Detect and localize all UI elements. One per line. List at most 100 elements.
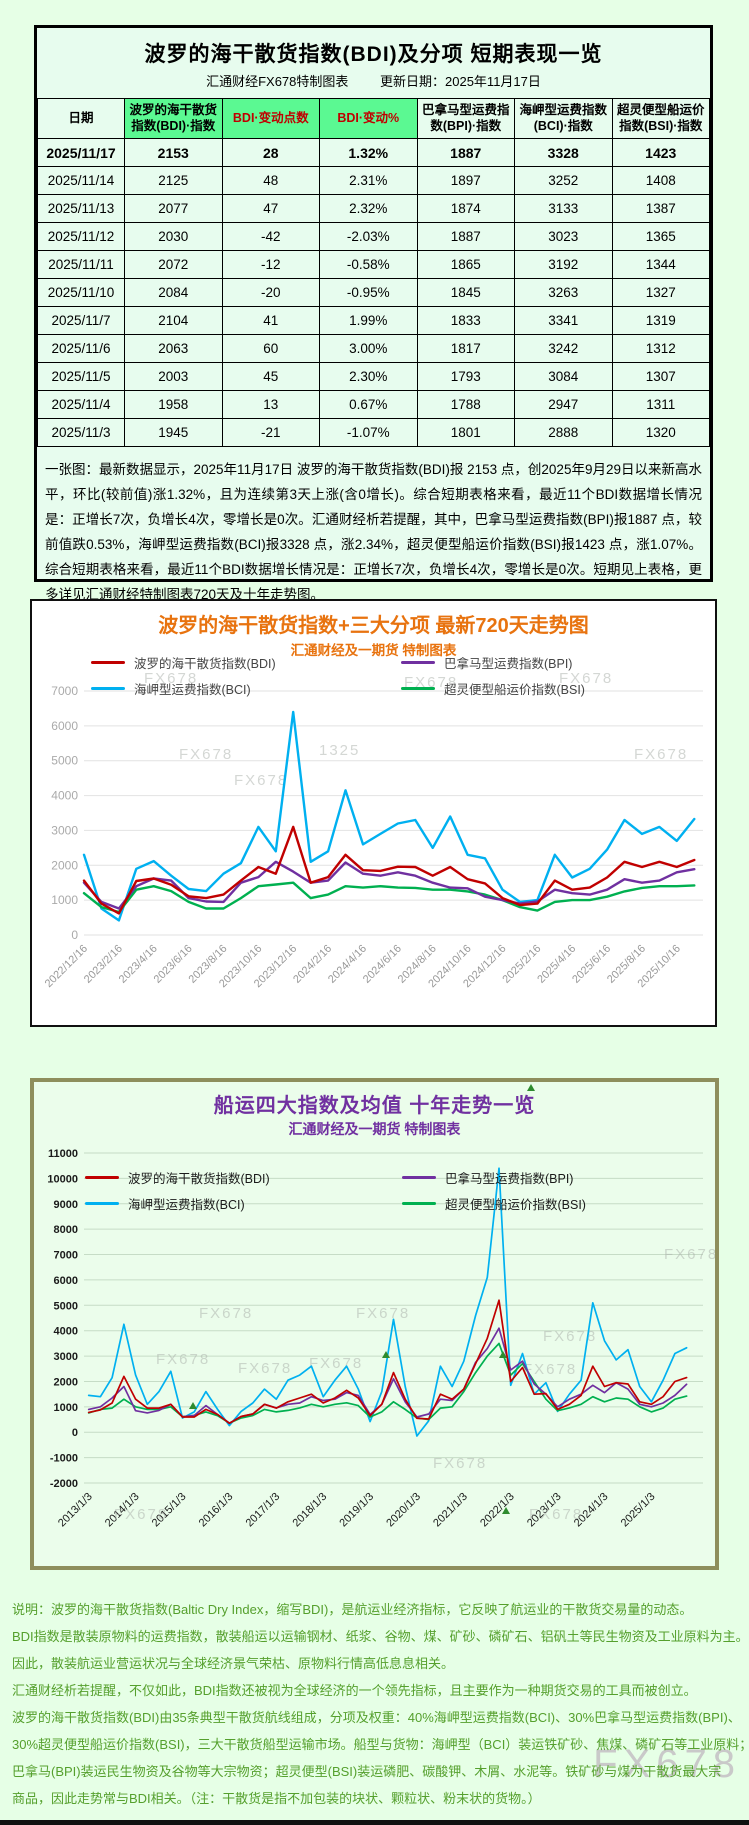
chart-10year-legend: 波罗的海干散货指数(BDI) 巴拿马型运费指数(BPI) 海岬型运费指数(BCI) 超… [34,1168,715,1213]
value-cell: 3133 [514,194,613,224]
marker-triangle-icon [499,1351,507,1358]
fx678-watermark: FX678 [593,1742,741,1786]
table-summary-text: 一张图：最新数据显示，2025年11月17日 波罗的海干散货指数(BDI)报 2… [45,462,702,603]
date-cell: 2025/11/3 [37,418,125,448]
value-cell: 1958 [124,390,223,420]
value-cell: 2030 [124,222,223,252]
date-cell: 2025/11/13 [37,194,125,224]
col-header-0: 日期 [37,97,125,140]
col-header-2: BDI·变动点数 [221,97,320,140]
table-row: 2025/11/14 2125 48 2.31% 1897 3252 1408 [37,166,710,196]
legend-line-swatch [91,660,125,665]
x-tick-label: 2022/12/16 [43,943,90,990]
value-cell: 1408 [611,166,710,196]
y-tick-label: 4000 [51,789,78,803]
value-cell: 28 [221,138,320,168]
value-cell: 2072 [124,250,223,280]
y-tick-label: 2000 [51,858,78,872]
y-tick-label: 5000 [54,1300,78,1312]
value-cell: 45 [221,362,320,392]
table-row: 2025/11/7 2104 41 1.99% 1833 3341 1319 [37,306,710,336]
table-row: 2025/11/12 2030 -42 -2.03% 1887 3023 1365 [37,222,710,252]
legend-label: 海岬型运费指数(BCI) [128,1198,245,1212]
value-cell: 3192 [514,250,613,280]
value-cell: 2.32% [319,194,418,224]
value-cell: 1887 [416,138,515,168]
watermark-text: FX678 [156,1351,210,1368]
value-cell: 1365 [611,222,710,252]
value-cell: 47 [221,194,320,224]
value-cell: 48 [221,166,320,196]
value-cell: 1423 [611,138,710,168]
value-cell: 2077 [124,194,223,224]
value-cell: -21 [221,418,320,448]
date-cell: 2025/11/12 [37,222,125,252]
legend-item: 海岬型运费指数(BCI) [91,679,346,698]
legend-item: 海岬型运费指数(BCI) [85,1194,347,1213]
y-tick-label: 6000 [51,719,78,733]
y-tick-label: 3000 [54,1351,78,1363]
footnote-line: 因此，散装航运业营运状况与全球经济景气荣枯、原物料行情高低息息相关。 [12,1656,455,1671]
panel1-source-label: 汇通财经FX678特制图表 [206,74,349,89]
value-cell: 1817 [416,334,515,364]
legend-label: 巴拿马型运费指数(BPI) [444,657,573,671]
footnote-line: 商品，因此走势常与BDI相关。（注：干散货是指不加包装的块状、颗粒状、粉末状的货… [12,1791,541,1806]
legend-line-swatch [85,1175,119,1180]
footnote-line: BDI指数是散装原物料的运费指数，散装船运以运输钢材、纸浆、谷物、煤、矿砂、磷矿… [12,1629,749,1644]
x-tick-label: 2019/1/3 [337,1491,376,1530]
col-header-6: 超灵便型船运价指数(BSI)·指数 [611,97,710,140]
table-row: 2025/11/10 2084 -20 -0.95% 1845 3263 1327 [37,278,710,308]
table-row: 2025/11/5 2003 45 2.30% 1793 3084 1307 [37,362,710,392]
value-cell: 1320 [611,418,710,448]
legend-item: 超灵便型船运价指数(BSI) [401,679,656,698]
watermark-text: FX678 [114,1506,168,1523]
legend-label: 巴拿马型运费指数(BPI) [445,1172,574,1186]
value-cell: 3263 [514,278,613,308]
value-cell: 2104 [124,306,223,336]
table-row: 2025/11/4 1958 13 0.67% 1788 2947 1311 [37,390,710,420]
y-tick-label: 1000 [51,893,78,907]
value-cell: -0.58% [319,250,418,280]
value-cell: -42 [221,222,320,252]
col-header-3: BDI·变动% [319,97,418,140]
y-tick-label: 0 [72,1427,78,1439]
value-cell: 2947 [514,390,613,420]
value-cell: 1307 [611,362,710,392]
x-tick-label: 2020/1/3 [384,1491,423,1530]
watermark-text: FX678 [433,1455,487,1472]
watermark-text: 1325 [319,742,360,759]
value-cell: 1793 [416,362,515,392]
table-row: 2025/11/3 1945 -21 -1.07% 1801 2888 1320 [37,418,710,448]
chart-720day-legend: 波罗的海干散货指数(BDI) 巴拿马型运费指数(BPI) 海岬型运费指数(BCI) 超… [32,653,715,698]
value-cell: 3252 [514,166,613,196]
panel1-title: 波罗的海干散货指数(BDI)及分项 短期表现一览 [144,43,603,66]
value-cell: 1887 [416,222,515,252]
y-tick-label: 7000 [51,684,78,698]
series-line-0 [82,825,696,915]
value-cell: 41 [221,306,320,336]
legend-label: 波罗的海干散货指数(BDI) [128,1172,270,1186]
value-cell: 2.30% [319,362,418,392]
chart-10year-panel: 船运四大指数及均值 十年走势一览 汇通财经及一期货 特制图表 波罗的海干散货指数… [30,1078,719,1570]
footnote-text-block: 说明：波罗的海干散货指数(Baltic Dry Index，缩写BDI)，是航运… [12,1596,749,1812]
value-cell: 1387 [611,194,710,224]
watermark-text: FX678 [543,1328,597,1345]
series-line-1 [87,1327,688,1424]
panel1-update-date: 更新日期：2025年11月17日 [380,74,541,89]
y-tick-label: 0 [71,928,78,942]
marker-triangle-icon [382,1351,390,1358]
table-row: 2025/11/6 2063 60 3.00% 1817 3242 1312 [37,334,710,364]
value-cell: 1312 [611,334,710,364]
legend-label: 波罗的海干散货指数(BDI) [134,657,276,671]
value-cell: -20 [221,278,320,308]
panel1-subtitle: 汇通财经FX678特制图表 更新日期：2025年11月17日 [37,71,710,90]
value-cell: -12 [221,250,320,280]
value-cell: -2.03% [319,222,418,252]
x-tick-label: 2017/1/3 [244,1491,283,1530]
value-cell: 1833 [416,306,515,336]
value-cell: 1344 [611,250,710,280]
value-cell: 3084 [514,362,613,392]
value-cell: 3242 [514,334,613,364]
watermark-text: FX678 [234,772,288,789]
